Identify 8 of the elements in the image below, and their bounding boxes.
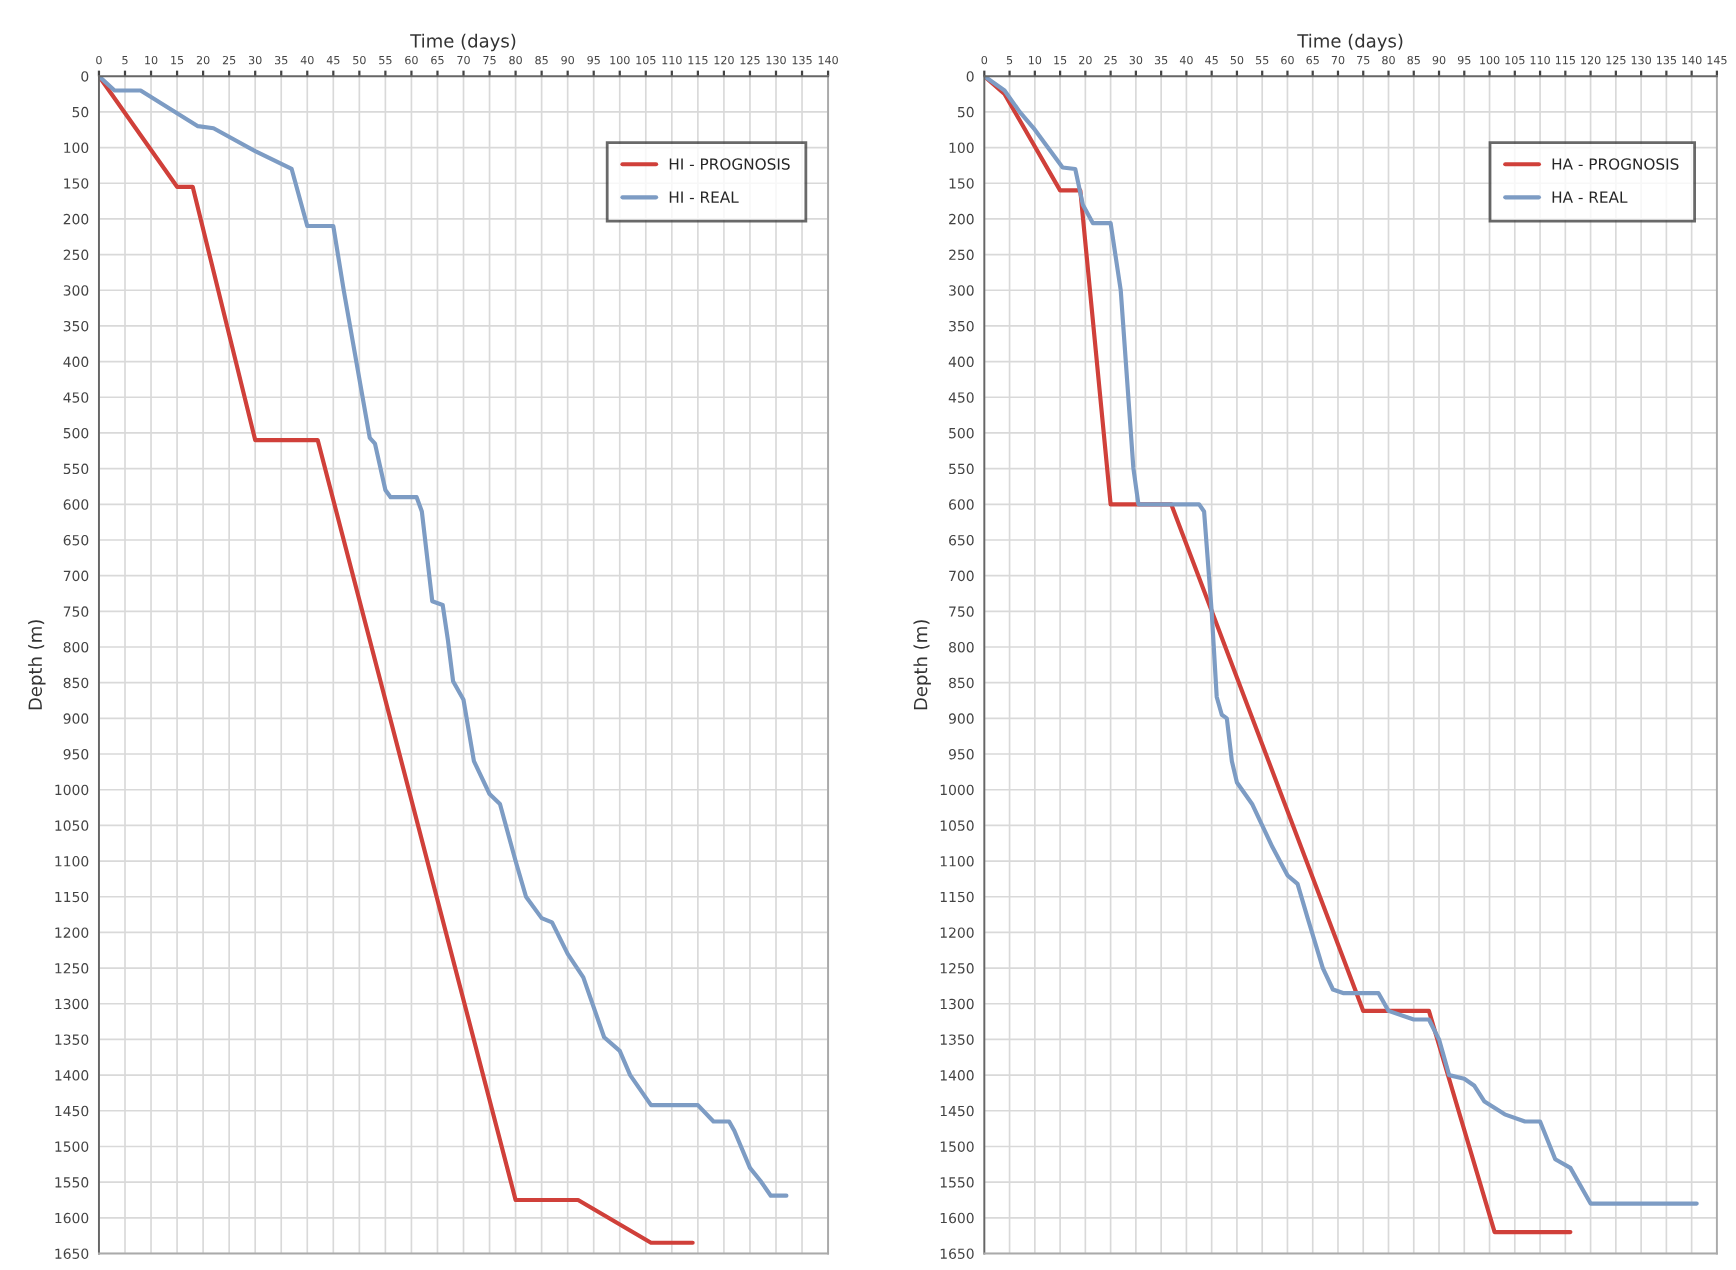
line-series [984,76,1573,1235]
x-axis-title: Time (days) [410,33,516,52]
line-series [984,76,1699,1206]
y-axis-title: Depth (m) [913,620,931,710]
y-axis-title: Depth (m) [28,620,46,710]
line-series [98,76,789,1198]
line-series [98,76,695,1245]
x-axis-title: Time (days) [1297,33,1403,52]
